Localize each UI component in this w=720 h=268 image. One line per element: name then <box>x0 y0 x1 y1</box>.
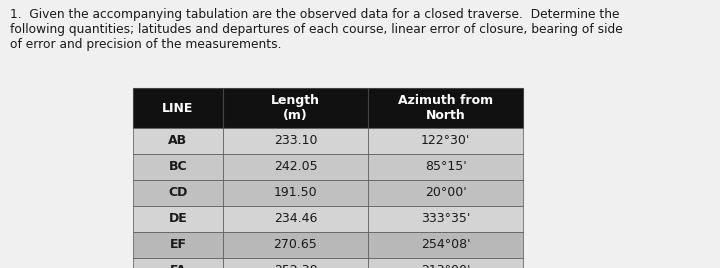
Bar <box>133 88 223 128</box>
Bar <box>133 258 223 268</box>
Bar <box>223 206 368 232</box>
Text: 1.  Given the accompanying tabulation are the observed data for a closed travers: 1. Given the accompanying tabulation are… <box>10 8 623 51</box>
Bar <box>223 180 368 206</box>
Bar <box>368 180 523 206</box>
Text: Azimuth from
North: Azimuth from North <box>398 94 493 122</box>
Bar <box>368 88 523 128</box>
Bar <box>133 180 223 206</box>
Text: DE: DE <box>168 213 187 225</box>
Text: 252.38: 252.38 <box>274 265 318 268</box>
Bar <box>368 232 523 258</box>
Bar <box>223 258 368 268</box>
Text: 234.46: 234.46 <box>274 213 318 225</box>
Text: EF: EF <box>169 239 186 251</box>
Text: 333°35': 333°35' <box>420 213 470 225</box>
Text: 233.10: 233.10 <box>274 135 318 147</box>
Bar <box>133 154 223 180</box>
Text: 191.50: 191.50 <box>274 187 318 199</box>
Text: 85°15': 85°15' <box>425 161 467 173</box>
Bar <box>368 258 523 268</box>
Bar <box>133 128 223 154</box>
Bar <box>223 88 368 128</box>
Text: 242.05: 242.05 <box>274 161 318 173</box>
Text: LINE: LINE <box>162 102 194 114</box>
Bar <box>133 232 223 258</box>
Text: BC: BC <box>168 161 187 173</box>
Bar <box>223 154 368 180</box>
Text: 254°08': 254°08' <box>420 239 470 251</box>
Bar <box>223 128 368 154</box>
Bar <box>368 206 523 232</box>
Bar <box>133 206 223 232</box>
Text: 20°00': 20°00' <box>425 187 467 199</box>
Text: CD: CD <box>168 187 188 199</box>
Text: Length
(m): Length (m) <box>271 94 320 122</box>
Text: 122°30': 122°30' <box>420 135 470 147</box>
Text: 213°00': 213°00' <box>420 265 470 268</box>
Text: FA: FA <box>170 265 186 268</box>
Text: 270.65: 270.65 <box>274 239 318 251</box>
Bar <box>368 154 523 180</box>
Text: AB: AB <box>168 135 188 147</box>
Bar <box>223 232 368 258</box>
Bar <box>368 128 523 154</box>
